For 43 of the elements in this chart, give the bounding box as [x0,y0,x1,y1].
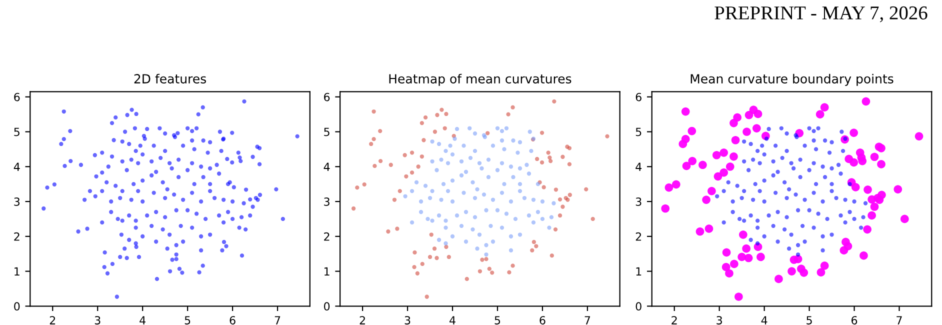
x-tick-label: 6 [852,316,858,324]
y-tick-label: 6 [324,92,330,102]
y-tick-label: 6 [636,92,642,102]
y-tick-label: 1 [636,267,642,276]
y-tick-label: 4 [14,162,20,171]
y-tick-label: 2 [14,232,20,241]
y-tick-label: 0 [324,302,330,311]
x-tick-label: 3 [716,316,722,324]
x-tick-label: 2 [50,316,56,324]
y-tick-label: 5 [636,128,642,136]
x-tick-label: 4 [761,316,768,324]
y-tick-label: 1 [324,267,330,276]
y-tick-label: 5 [14,128,20,136]
text: PREPRINT - MAY 7, 2026 [714,6,928,22]
x-tick-label: 6 [230,316,236,324]
y-tick-label: 0 [14,302,20,311]
y-tick-label: 6 [14,92,20,102]
x-tick-label: 7 [584,316,590,324]
chart-title: 2D features [134,74,206,84]
y-tick-label: 4 [636,162,642,171]
x-tick-label: 7 [274,316,280,324]
x-tick-label: 2 [360,316,365,324]
x-tick-label: 5 [494,316,500,324]
y-tick-label: 2 [636,232,642,241]
y-tick-label: 2 [324,232,330,241]
x-tick-label: 5 [806,316,812,324]
y-tick-label: 5 [324,128,330,136]
y-tick-label: 3 [14,197,20,206]
x-tick-label: 5 [184,316,190,324]
y-tick-label: 3 [636,197,642,206]
x-tick-label: 3 [404,316,410,324]
y-tick-label: 1 [14,267,20,276]
x-tick-label: 6 [540,316,546,324]
y-tick-label: 0 [636,302,642,311]
x-tick-label: 7 [896,316,902,324]
y-tick-label: 3 [324,197,330,206]
x-tick-label: 4 [140,316,146,324]
x-tick-label: 3 [94,316,100,324]
x-tick-label: 4 [450,316,456,324]
x-tick-label: 2 [672,316,677,324]
chart-title: Mean curvature boundary points [690,74,894,86]
y-tick-label: 4 [324,162,330,171]
chart-title: Heatmap of mean curvatures [389,74,572,86]
